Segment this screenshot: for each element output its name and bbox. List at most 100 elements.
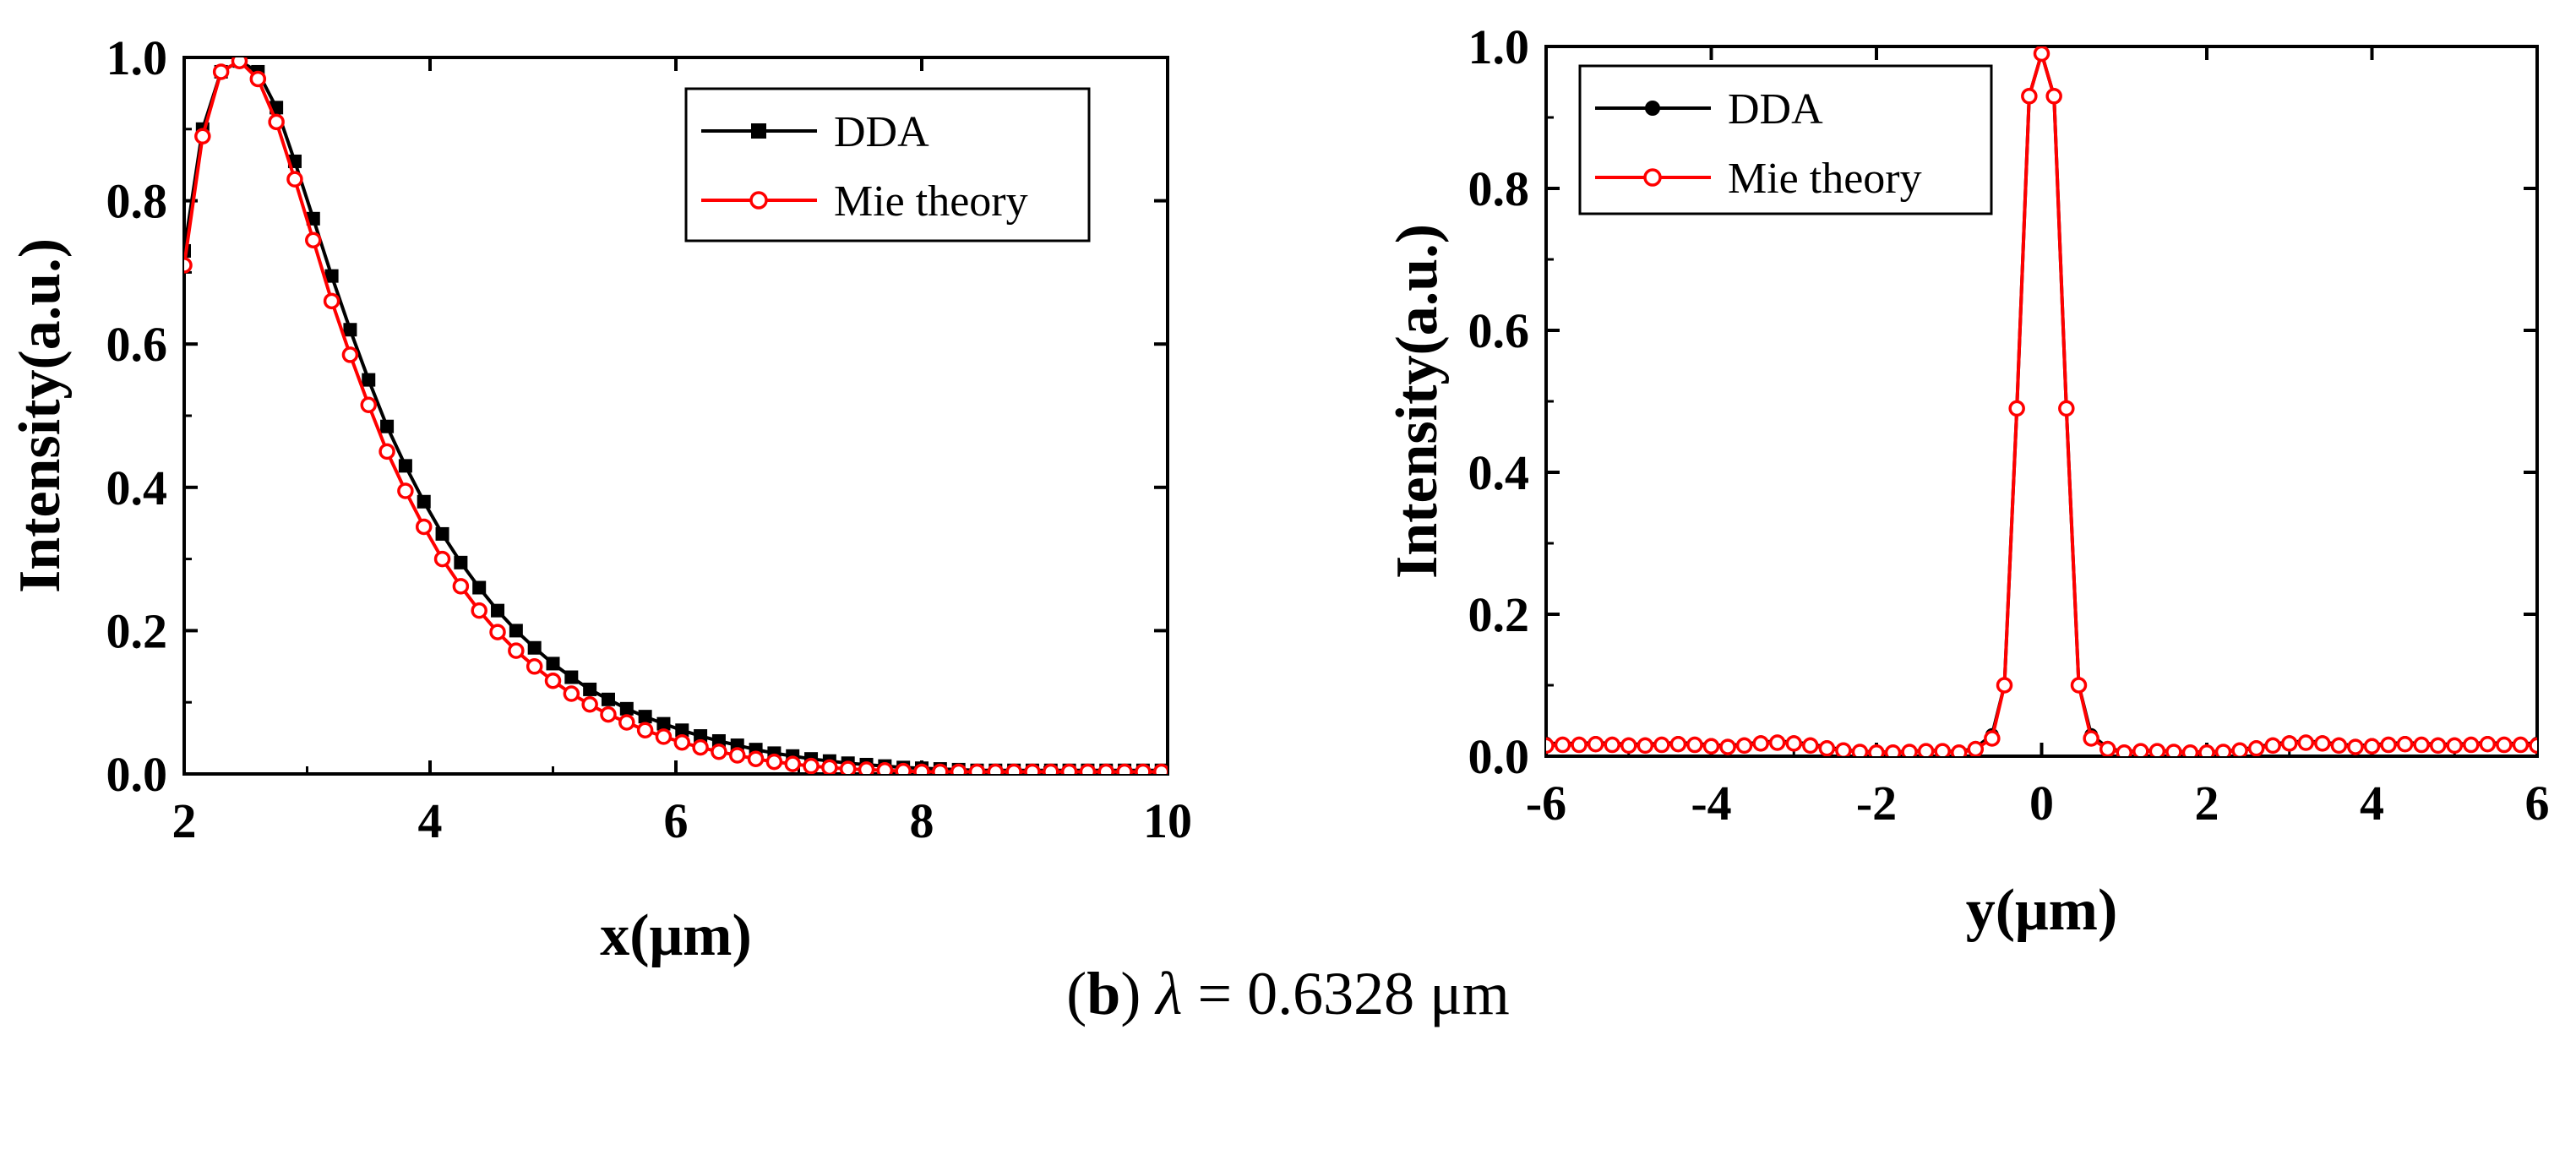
legend-label: DDA [834, 108, 929, 156]
x-tick-label: 4 [2360, 776, 2384, 831]
data-point [323, 292, 340, 310]
data-point [1735, 737, 1753, 755]
data-point [1097, 763, 1114, 774]
data-point [1653, 736, 1670, 754]
x-tick-label: 6 [2525, 776, 2550, 831]
data-point [417, 494, 431, 509]
data-point [286, 171, 303, 188]
legend-label: DDA [1728, 85, 1823, 133]
data-point [2148, 743, 2166, 756]
data-point [784, 755, 801, 772]
chart-left-x-profile: 2 4 6 8 10 0.0 0.2 0.4 0.6 0.8 1.0 x(μm) Intensity(a… [8, 30, 1192, 968]
data-point [968, 763, 986, 774]
data-point [601, 692, 615, 706]
data-point [2132, 743, 2149, 756]
caption-prefix: ( [1066, 960, 1087, 1027]
data-point [526, 658, 543, 675]
data-point [2314, 735, 2331, 752]
data-point [546, 656, 560, 671]
data-point [2083, 730, 2099, 747]
data-point [711, 743, 727, 760]
data-point [2058, 400, 2075, 417]
caption-text: = 0.6328 μm [1182, 960, 1510, 1027]
data-point [694, 729, 708, 744]
data-point [1934, 743, 1951, 756]
data-point [2297, 734, 2315, 751]
data-point [2021, 88, 2038, 105]
x-tick-label: -6 [1526, 776, 1566, 831]
data-point [194, 128, 211, 145]
data-point [343, 323, 357, 337]
x-axis-ticks: 2 4 6 8 10 [172, 57, 1192, 848]
data-point [1967, 740, 1985, 756]
legend: DDA Mie theory [1578, 64, 1993, 215]
data-point [1116, 763, 1133, 774]
data-point [1785, 735, 1802, 752]
caption-suffix: ) [1120, 960, 1157, 1027]
legend-label: Mie theory [834, 177, 1028, 226]
data-point [527, 640, 542, 655]
data-point [2247, 740, 2265, 756]
data-point [1620, 737, 1637, 755]
data-point [1951, 744, 1968, 756]
x-axis-label: x(μm) [600, 903, 752, 968]
data-point [1996, 677, 2013, 694]
data-point [2008, 400, 2025, 417]
data-point [858, 761, 875, 774]
data-point [1005, 763, 1022, 774]
y-axis-label: Intensity(a.u.) [1385, 224, 1450, 579]
x-tick-label: 6 [664, 793, 689, 848]
data-point [950, 763, 967, 774]
data-point [2231, 742, 2248, 756]
legend-box [684, 87, 1091, 242]
data-point [876, 762, 894, 774]
data-point [1917, 743, 1935, 756]
legend-marker [1645, 101, 1660, 116]
data-point [489, 624, 506, 640]
data-point [619, 701, 634, 716]
data-point [2380, 736, 2397, 754]
data-point [1835, 742, 1852, 756]
data-point [2529, 737, 2537, 755]
data-point [305, 232, 322, 248]
data-point [1702, 738, 1720, 755]
data-point [1571, 736, 1588, 754]
y-tick-label: 0.4 [1468, 445, 1530, 500]
data-point [821, 759, 838, 774]
data-point [636, 722, 654, 739]
data-point [1024, 763, 1041, 774]
x-tick-label: 0 [2029, 776, 2054, 831]
legend-marker [749, 191, 768, 210]
data-point [1719, 738, 1736, 755]
data-point [1043, 763, 1059, 774]
data-point [1079, 763, 1097, 774]
data-point [1901, 744, 1918, 756]
data-point [765, 753, 783, 771]
x-tick-label: 2 [2195, 776, 2219, 831]
data-point [1554, 736, 1571, 754]
data-point [472, 580, 487, 595]
data-point [212, 63, 230, 80]
data-point [398, 459, 412, 473]
data-point [471, 602, 487, 619]
data-point [2214, 744, 2232, 756]
data-point [2413, 736, 2430, 754]
data-point [563, 685, 580, 702]
data-point [454, 555, 468, 569]
data-point [360, 396, 377, 414]
data-point [362, 373, 376, 387]
legend-label: Mie theory [1728, 155, 1922, 203]
y-axis-label: Intensity(a.u.) [8, 238, 73, 593]
data-point [379, 443, 395, 460]
data-point [1587, 735, 1604, 753]
x-tick-label: 4 [418, 793, 443, 848]
data-point [675, 723, 689, 738]
data-point [2446, 737, 2463, 755]
y-tick-label: 0.0 [1468, 729, 1530, 784]
data-point [1818, 740, 1836, 756]
data-point [433, 550, 451, 568]
data-point [2463, 736, 2480, 754]
data-point [673, 733, 691, 751]
data-point [1884, 744, 1902, 756]
caption-letter: b [1086, 960, 1121, 1027]
